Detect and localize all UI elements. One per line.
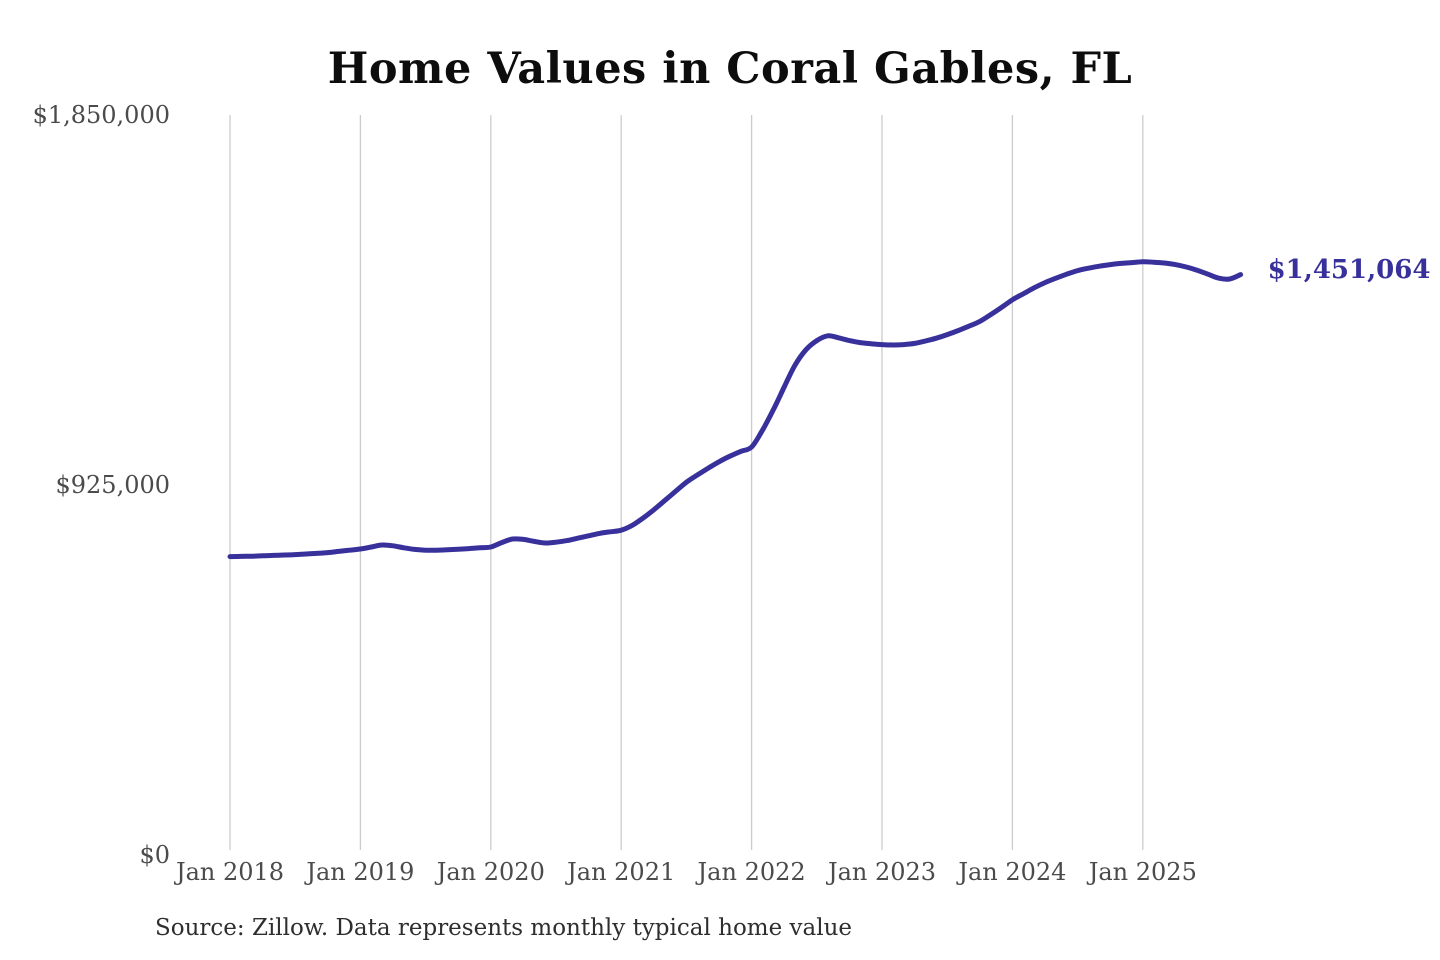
x-axis-tick-label: Jan 2024 bbox=[958, 858, 1067, 886]
x-axis-tick-label: Jan 2019 bbox=[306, 858, 415, 886]
x-axis-tick-label: Jan 2022 bbox=[697, 858, 806, 886]
x-axis-tick-label: Jan 2021 bbox=[567, 858, 676, 886]
gridlines-group bbox=[229, 115, 1144, 850]
x-axis-tick-label: Jan 2023 bbox=[827, 858, 937, 886]
y-axis-tick-label: $1,850,000 bbox=[32, 101, 170, 129]
chart-title: Home Values in Coral Gables, FL bbox=[327, 44, 1133, 94]
x-axis-tick-label: Jan 2025 bbox=[1088, 858, 1197, 886]
home-value-line bbox=[227, 259, 1244, 560]
y-axis-tick-label: $0 bbox=[139, 841, 170, 869]
y-axis-tick-label: $925,000 bbox=[55, 471, 170, 499]
source-note: Source: Zillow. Data represents monthly … bbox=[155, 915, 853, 941]
x-axis-tick-label: Jan 2018 bbox=[175, 858, 285, 886]
x-axis-tick-label: Jan 2020 bbox=[436, 858, 545, 886]
latest-value-label: $1,451,064 bbox=[1267, 254, 1431, 285]
